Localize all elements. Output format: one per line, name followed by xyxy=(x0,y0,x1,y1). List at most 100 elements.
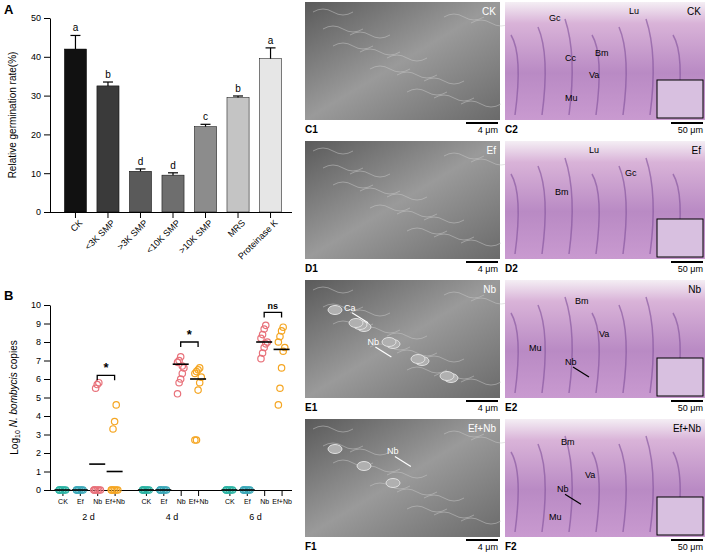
scale-bar-label: 50 μm xyxy=(678,403,703,413)
scale-bar xyxy=(466,261,498,263)
panel-tag: Ef+Nb xyxy=(468,423,497,434)
tick-label: 30 xyxy=(31,91,41,101)
tick-mark xyxy=(205,212,206,218)
texture xyxy=(397,211,437,217)
structure-label: Nb xyxy=(557,484,569,494)
fold xyxy=(619,305,626,393)
micrograph xyxy=(505,419,705,537)
panel-label: F2 xyxy=(505,541,517,552)
texture xyxy=(387,472,427,478)
error-cap xyxy=(135,168,145,169)
significance-letter: b xyxy=(235,83,241,94)
point xyxy=(111,418,117,424)
tick-label: Nb xyxy=(260,498,269,505)
panel-label: C2 xyxy=(505,124,518,135)
texture xyxy=(360,49,400,55)
texture xyxy=(444,292,484,298)
panel-b: B012345678910CKEfNbEf+NbCKEfNbEf+NbCKEfN… xyxy=(4,288,292,522)
texture xyxy=(387,194,427,200)
tick-mark xyxy=(140,212,141,218)
fold xyxy=(538,27,545,115)
tick-label: Ef+Nb xyxy=(272,498,292,505)
tick-label: Nb xyxy=(93,498,102,505)
axis-title: Log10N. bombyciscopies xyxy=(8,340,22,454)
axis: 012345678910 xyxy=(31,300,51,495)
mean-line xyxy=(274,349,290,351)
error-bar xyxy=(201,124,211,126)
error-bar xyxy=(168,173,178,175)
error-bar xyxy=(103,82,113,86)
fold xyxy=(619,166,626,254)
tick: Nb xyxy=(177,490,186,505)
micrograph xyxy=(305,141,500,259)
micrograph xyxy=(505,2,705,120)
plot-area xyxy=(54,322,289,493)
structure-label: Nb xyxy=(367,337,379,347)
significance-letter: d xyxy=(138,156,144,167)
fold xyxy=(646,297,653,393)
point xyxy=(263,322,269,328)
tick-mark xyxy=(44,472,50,473)
tick-mark xyxy=(44,361,50,362)
point xyxy=(110,426,116,432)
tick-label: CK xyxy=(225,498,235,505)
point xyxy=(193,437,199,443)
panel-tag: Nb xyxy=(688,284,701,295)
texture xyxy=(434,234,474,240)
tick-label: >10K SMP xyxy=(177,218,215,256)
group-label: 2 d xyxy=(82,512,95,522)
tick: 30 xyxy=(31,91,50,101)
tick: 3 xyxy=(36,430,50,440)
scale-bar xyxy=(466,122,498,124)
structure-label: Gc xyxy=(549,13,561,23)
point xyxy=(181,365,187,371)
group-label: 4 d xyxy=(166,512,179,522)
fold xyxy=(592,452,599,532)
axis-line xyxy=(50,19,51,213)
tick: >3K SMP xyxy=(115,212,149,252)
inset xyxy=(657,80,703,118)
fold xyxy=(511,313,518,393)
spore xyxy=(382,338,396,347)
fold xyxy=(511,35,518,115)
tick-label: 7 xyxy=(36,356,41,366)
tick-mark xyxy=(44,398,50,399)
mean-line xyxy=(138,489,154,491)
panel-label: C1 xyxy=(305,124,318,135)
point xyxy=(113,402,119,408)
texture xyxy=(434,512,474,518)
micrograph xyxy=(305,2,500,120)
structure-label: Bm xyxy=(575,296,589,306)
texture xyxy=(407,228,447,234)
panel-tag: Ef+Nb xyxy=(673,423,702,434)
scale-bar xyxy=(671,122,703,124)
mean-line xyxy=(256,341,272,343)
point xyxy=(275,402,281,408)
tick: 20 xyxy=(31,130,50,140)
texture xyxy=(424,495,464,501)
tick-label: 5 xyxy=(36,393,41,403)
structure-label: Cc xyxy=(565,53,576,63)
fold xyxy=(646,158,653,254)
axis-line xyxy=(50,212,292,213)
micrograph-panel: EfLuGcBm50 μmD2 xyxy=(505,141,705,274)
texture xyxy=(333,182,373,188)
tick-label: >3K SMP xyxy=(115,218,149,252)
tick-label: Ef xyxy=(244,498,251,505)
figure: A01020304050CK<3K SMP>3K SMP<10K SMP>10K… xyxy=(0,0,709,556)
tick-mark xyxy=(198,490,199,496)
scale-bar xyxy=(671,539,703,541)
fold xyxy=(511,174,518,254)
bar xyxy=(64,49,86,212)
group-label: 6 d xyxy=(249,512,262,522)
tick: CK xyxy=(69,212,85,234)
panel-tag: CK xyxy=(482,6,496,17)
tick: 7 xyxy=(36,356,50,366)
texture xyxy=(444,14,484,20)
micrograph-panel: NbCaNb4 μmE1 xyxy=(305,280,511,413)
tick: MRS xyxy=(226,212,247,239)
point xyxy=(96,380,102,386)
significance-letter: b xyxy=(105,69,111,80)
tick-mark xyxy=(75,212,76,218)
error-cap xyxy=(201,124,211,125)
